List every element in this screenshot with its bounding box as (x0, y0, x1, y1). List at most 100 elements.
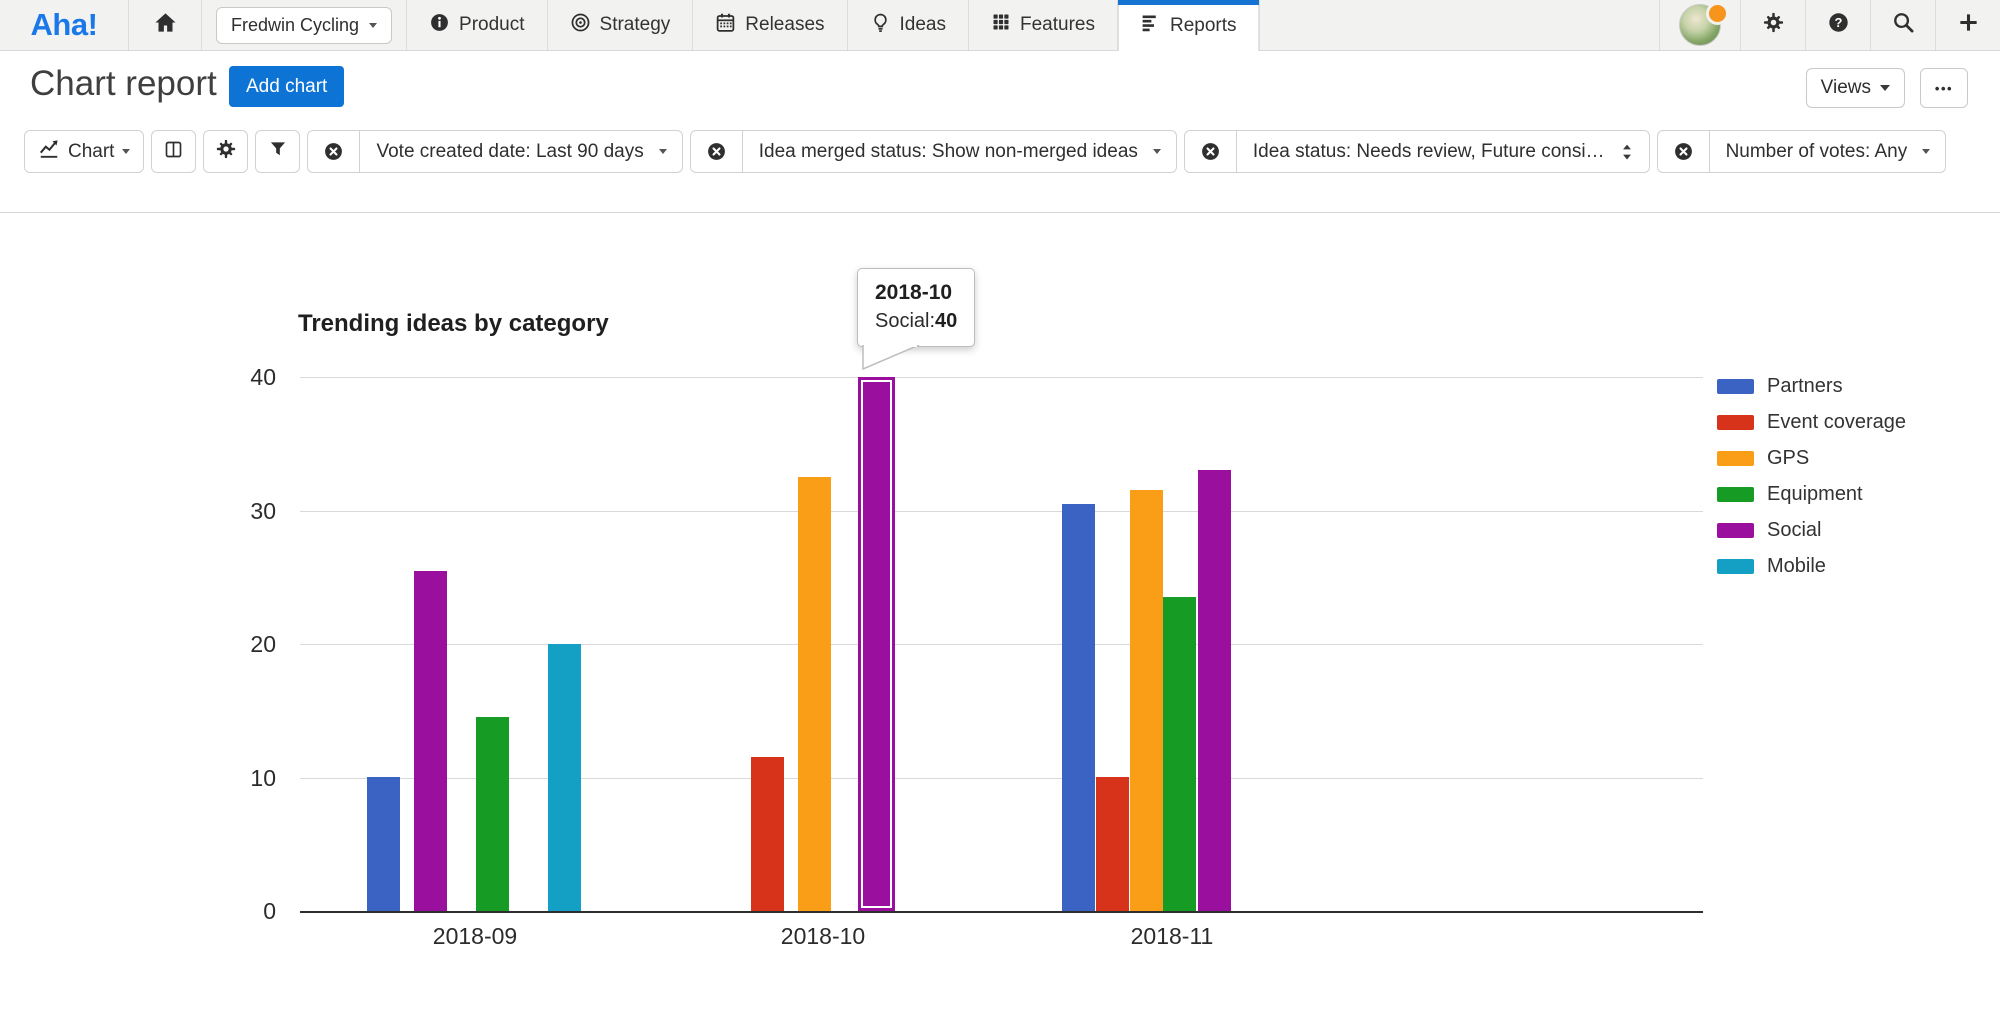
chart-type-label: Chart (68, 140, 115, 162)
legend-swatch (1717, 451, 1754, 466)
bar-social-2018-09[interactable] (414, 571, 447, 911)
nav-item-product[interactable]: Product (407, 0, 546, 50)
target-icon (570, 12, 591, 39)
y-axis-label-20: 20 (250, 631, 276, 657)
remove-filter-button[interactable] (308, 131, 361, 172)
notification-dot (1706, 2, 1729, 25)
caret-down-icon (1152, 149, 1161, 154)
bar-event-coverage-2018-10[interactable] (751, 757, 784, 911)
y-axis-label-10: 10 (250, 764, 276, 791)
nav-item-label: Product (459, 14, 525, 35)
bar-partners-2018-11[interactable] (1062, 504, 1095, 911)
home-icon (154, 11, 177, 39)
nav-divider (201, 0, 202, 50)
legend-item-partners[interactable]: Partners (1717, 375, 1906, 398)
add-filter-button[interactable] (255, 130, 301, 173)
lightbulb-icon (870, 12, 891, 39)
tooltip-tail (862, 345, 920, 371)
remove-filter-button[interactable] (1185, 131, 1237, 172)
remove-filter-button[interactable] (1658, 131, 1710, 172)
legend-item-mobile[interactable]: Mobile (1717, 555, 1906, 578)
filter-pill-idea-merged-status[interactable]: Idea merged status: Show non-merged idea… (689, 130, 1177, 173)
legend: Partners Event coverage GPS Equipment Social… (1717, 375, 1906, 591)
bar-mobile-2018-09[interactable] (548, 644, 581, 911)
chart-tooltip: 2018-10 Social:40 (857, 268, 976, 371)
nav-divider (692, 0, 694, 50)
legend-label: Partners (1767, 375, 1843, 397)
legend-swatch (1717, 487, 1754, 502)
nav-divider (1805, 0, 1806, 50)
grid-icon (991, 12, 1011, 38)
legend-item-equipment[interactable]: Equipment (1717, 483, 1906, 506)
legend-item-gps[interactable]: GPS (1717, 447, 1906, 470)
caret-down-icon (1922, 149, 1931, 154)
caret-down-icon (1880, 85, 1890, 91)
add-button[interactable] (1936, 0, 2000, 50)
y-axis-label-0: 0 (263, 898, 276, 924)
bar-equipment-2018-11[interactable] (1163, 597, 1196, 911)
search-button[interactable] (1871, 0, 1935, 50)
nav-item-releases[interactable]: Releases (693, 0, 846, 50)
views-label: Views (1820, 77, 1871, 98)
nav-divider (846, 0, 848, 50)
columns-icon (163, 139, 184, 165)
legend-label: Equipment (1767, 483, 1863, 505)
nav-item-strategy[interactable]: Strategy (548, 0, 693, 50)
views-button[interactable]: Views (1805, 68, 1905, 108)
page-title: Chart report (30, 64, 217, 103)
bar-core (863, 382, 890, 906)
remove-filter-button[interactable] (691, 131, 743, 172)
plot-area (300, 377, 1703, 913)
info-icon (429, 12, 450, 39)
plus-icon (1957, 11, 1980, 39)
add-chart-button[interactable]: Add chart (229, 66, 345, 107)
filter-pill-number-of-votes[interactable]: Number of votes: Any (1656, 130, 1947, 173)
bar-gps-2018-10[interactable] (798, 477, 831, 911)
nav-divider (1258, 0, 1260, 50)
legend-label: Social (1767, 519, 1822, 541)
chart-type-dropdown[interactable]: Chart (24, 130, 145, 173)
settings-button[interactable] (1741, 0, 1805, 50)
filter-pill-vote-created-date[interactable]: Vote created date: Last 90 days (307, 130, 683, 173)
filter-pill-idea-status[interactable]: Idea status: Needs review, Future consi… (1183, 130, 1650, 173)
nav-divider (128, 0, 129, 50)
more-options-button[interactable]: ••• (1920, 68, 1968, 108)
bar-social-2018-11[interactable] (1198, 470, 1231, 911)
workspace-selector[interactable]: Fredwin Cycling (216, 6, 393, 44)
nav-item-features[interactable]: Features (969, 0, 1117, 50)
nav-item-ideas[interactable]: Ideas (848, 0, 968, 50)
legend-item-event-coverage[interactable]: Event coverage (1717, 411, 1906, 434)
bar-social-2018-10[interactable] (858, 377, 895, 911)
layout-columns-button[interactable] (151, 130, 197, 173)
nav-divider (968, 0, 969, 50)
x-circle-icon (325, 143, 343, 160)
legend-item-social[interactable]: Social (1717, 519, 1906, 542)
home-button[interactable] (129, 0, 201, 50)
filter-label: Vote created date: Last 90 days (376, 140, 644, 162)
caret-down-icon (369, 22, 378, 28)
legend-swatch (1717, 415, 1754, 430)
aha-logo[interactable]: Aha! (30, 7, 98, 42)
help-button[interactable]: ? (1806, 0, 1870, 50)
calendar-icon (715, 12, 736, 39)
bar-partners-2018-09[interactable] (367, 777, 400, 911)
chart-settings-button[interactable] (203, 130, 249, 173)
gridline-10 (300, 777, 1703, 779)
nav-item-label: Reports (1169, 14, 1237, 36)
bar-gps-2018-11[interactable] (1130, 490, 1163, 911)
user-menu-button[interactable] (1660, 0, 1740, 50)
gridline-20 (300, 644, 1703, 645)
line-chart-icon (38, 138, 60, 166)
bar-event-coverage-2018-11[interactable] (1096, 777, 1129, 911)
tooltip-value: 40 (935, 310, 958, 332)
nav-divider (1659, 0, 1660, 50)
nav-divider (406, 0, 408, 50)
bar-equipment-2018-09[interactable] (476, 717, 509, 911)
gridline-40 (300, 377, 1703, 378)
help-icon: ? (1827, 11, 1850, 39)
nav-item-reports[interactable]: Reports (1117, 0, 1259, 51)
y-axis-label-40: 40 (250, 364, 276, 390)
nav-item-label: Ideas (899, 14, 946, 35)
legend-label: GPS (1767, 447, 1810, 469)
